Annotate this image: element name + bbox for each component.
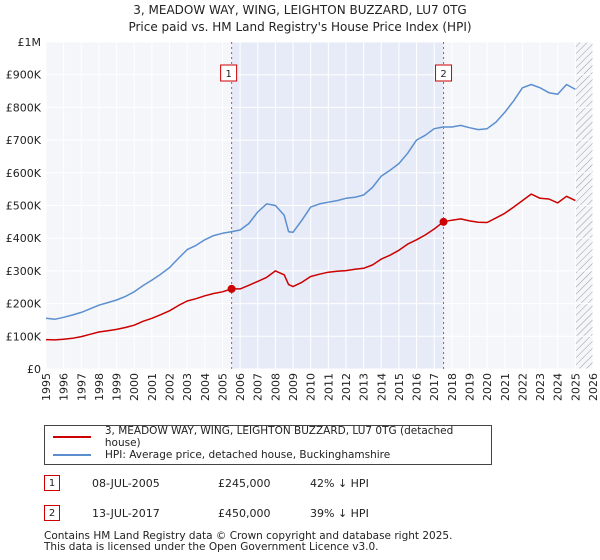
y-tick-label: £300K bbox=[6, 265, 42, 278]
sale-point bbox=[439, 217, 448, 226]
chart-title: 3, MEADOW WAY, WING, LEIGHTON BUZZARD, L… bbox=[133, 3, 466, 17]
price-chart: 3, MEADOW WAY, WING, LEIGHTON BUZZARD, L… bbox=[6, 3, 600, 401]
y-tick-label: £400K bbox=[6, 232, 42, 245]
transaction-number-badge: 2 bbox=[44, 505, 60, 521]
footer: Contains HM Land Registry data © Crown c… bbox=[44, 531, 452, 553]
y-tick-label: £900K bbox=[6, 69, 42, 82]
y-tick-label: £0 bbox=[27, 363, 41, 376]
transaction-price: £450,000 bbox=[218, 507, 271, 520]
x-tick-label: 1999 bbox=[111, 373, 124, 401]
x-tick-label: 2024 bbox=[552, 373, 565, 401]
x-tick-label: 2011 bbox=[322, 373, 335, 401]
transaction-date: 08-JUL-2005 bbox=[92, 477, 160, 490]
y-tick-label: £500K bbox=[6, 200, 42, 213]
legend-property-label: 3, MEADOW WAY, WING, LEIGHTON BUZZARD, L… bbox=[104, 425, 454, 449]
sale-point bbox=[227, 284, 236, 293]
x-tick-label: 2015 bbox=[393, 373, 406, 401]
y-tick-label: £800K bbox=[6, 101, 42, 114]
sale-label-text: 2 bbox=[440, 69, 446, 80]
transaction-number-badge: 1 bbox=[44, 475, 60, 491]
x-tick-label: 2020 bbox=[481, 373, 494, 401]
x-tick-label: 2013 bbox=[358, 373, 371, 401]
hpi-line-swatch bbox=[53, 454, 91, 456]
x-tick-label: 2002 bbox=[164, 373, 177, 401]
property-price-line bbox=[45, 193, 576, 341]
legend-item-property: 3, MEADOW WAY, WING, LEIGHTON BUZZARD, L… bbox=[53, 425, 491, 449]
x-tick-label: 1996 bbox=[58, 373, 71, 401]
hpi-line bbox=[45, 83, 576, 321]
x-tick-label: 2010 bbox=[305, 373, 318, 401]
x-tick-label: 2006 bbox=[234, 373, 247, 401]
sale-label-box bbox=[220, 64, 238, 82]
x-tick-label: 2005 bbox=[216, 373, 229, 401]
x-tick-label: 2012 bbox=[340, 373, 353, 401]
x-tick-label: 2004 bbox=[199, 373, 212, 401]
chart-subtitle: Price paid vs. HM Land Registry's House … bbox=[128, 20, 471, 34]
legend-item-hpi: HPI: Average price, detached house, Buck… bbox=[53, 446, 390, 464]
footer-copyright: Contains HM Land Registry data © Crown c… bbox=[44, 530, 453, 542]
transaction-hpi-diff: 42% ↓ HPI bbox=[310, 477, 369, 490]
x-tick-label: 2008 bbox=[269, 373, 282, 401]
sale-label-text: 1 bbox=[225, 69, 231, 80]
y-tick-label: £1M bbox=[18, 36, 42, 49]
x-tick-label: 2025 bbox=[569, 373, 582, 401]
footer-licence: This data is licensed under the Open Gov… bbox=[44, 541, 379, 553]
transaction-hpi-diff: 39% ↓ HPI bbox=[310, 507, 369, 520]
x-tick-label: 2022 bbox=[516, 373, 529, 401]
x-tick-label: 2007 bbox=[252, 373, 265, 401]
x-tick-label: 2026 bbox=[587, 373, 600, 401]
sale-label-badge: 1 bbox=[220, 64, 238, 82]
x-tick-label: 2017 bbox=[428, 373, 441, 401]
x-tick-label: 2016 bbox=[411, 373, 424, 401]
x-tick-label: 2018 bbox=[446, 373, 459, 401]
x-tick-label: 2000 bbox=[128, 373, 141, 401]
x-tick-label: 1998 bbox=[93, 373, 106, 401]
legend: 3, MEADOW WAY, WING, LEIGHTON BUZZARD, L… bbox=[44, 425, 492, 465]
y-tick-label: £100K bbox=[6, 330, 42, 343]
transaction-price: £245,000 bbox=[218, 477, 271, 490]
x-tick-label: 2021 bbox=[499, 373, 512, 401]
legend-hpi-label: HPI: Average price, detached house, Buck… bbox=[105, 449, 391, 461]
y-tick-label: £700K bbox=[6, 134, 42, 147]
x-tick-label: 2009 bbox=[287, 373, 300, 401]
sale-label-box bbox=[435, 64, 453, 82]
x-tick-label: 2003 bbox=[181, 373, 194, 401]
y-tick-label: £200K bbox=[6, 298, 42, 311]
x-tick-label: 2019 bbox=[463, 373, 476, 401]
sale-label-badge: 2 bbox=[435, 64, 453, 82]
x-tick-label: 1997 bbox=[75, 373, 88, 401]
x-tick-label: 2001 bbox=[146, 373, 159, 401]
x-tick-label: 1995 bbox=[40, 373, 53, 401]
property-line-swatch bbox=[53, 436, 91, 438]
x-tick-label: 2023 bbox=[534, 373, 547, 401]
transaction-date: 13-JUL-2017 bbox=[92, 507, 160, 520]
x-tick-label: 2014 bbox=[375, 373, 388, 401]
y-tick-label: £600K bbox=[6, 167, 42, 180]
